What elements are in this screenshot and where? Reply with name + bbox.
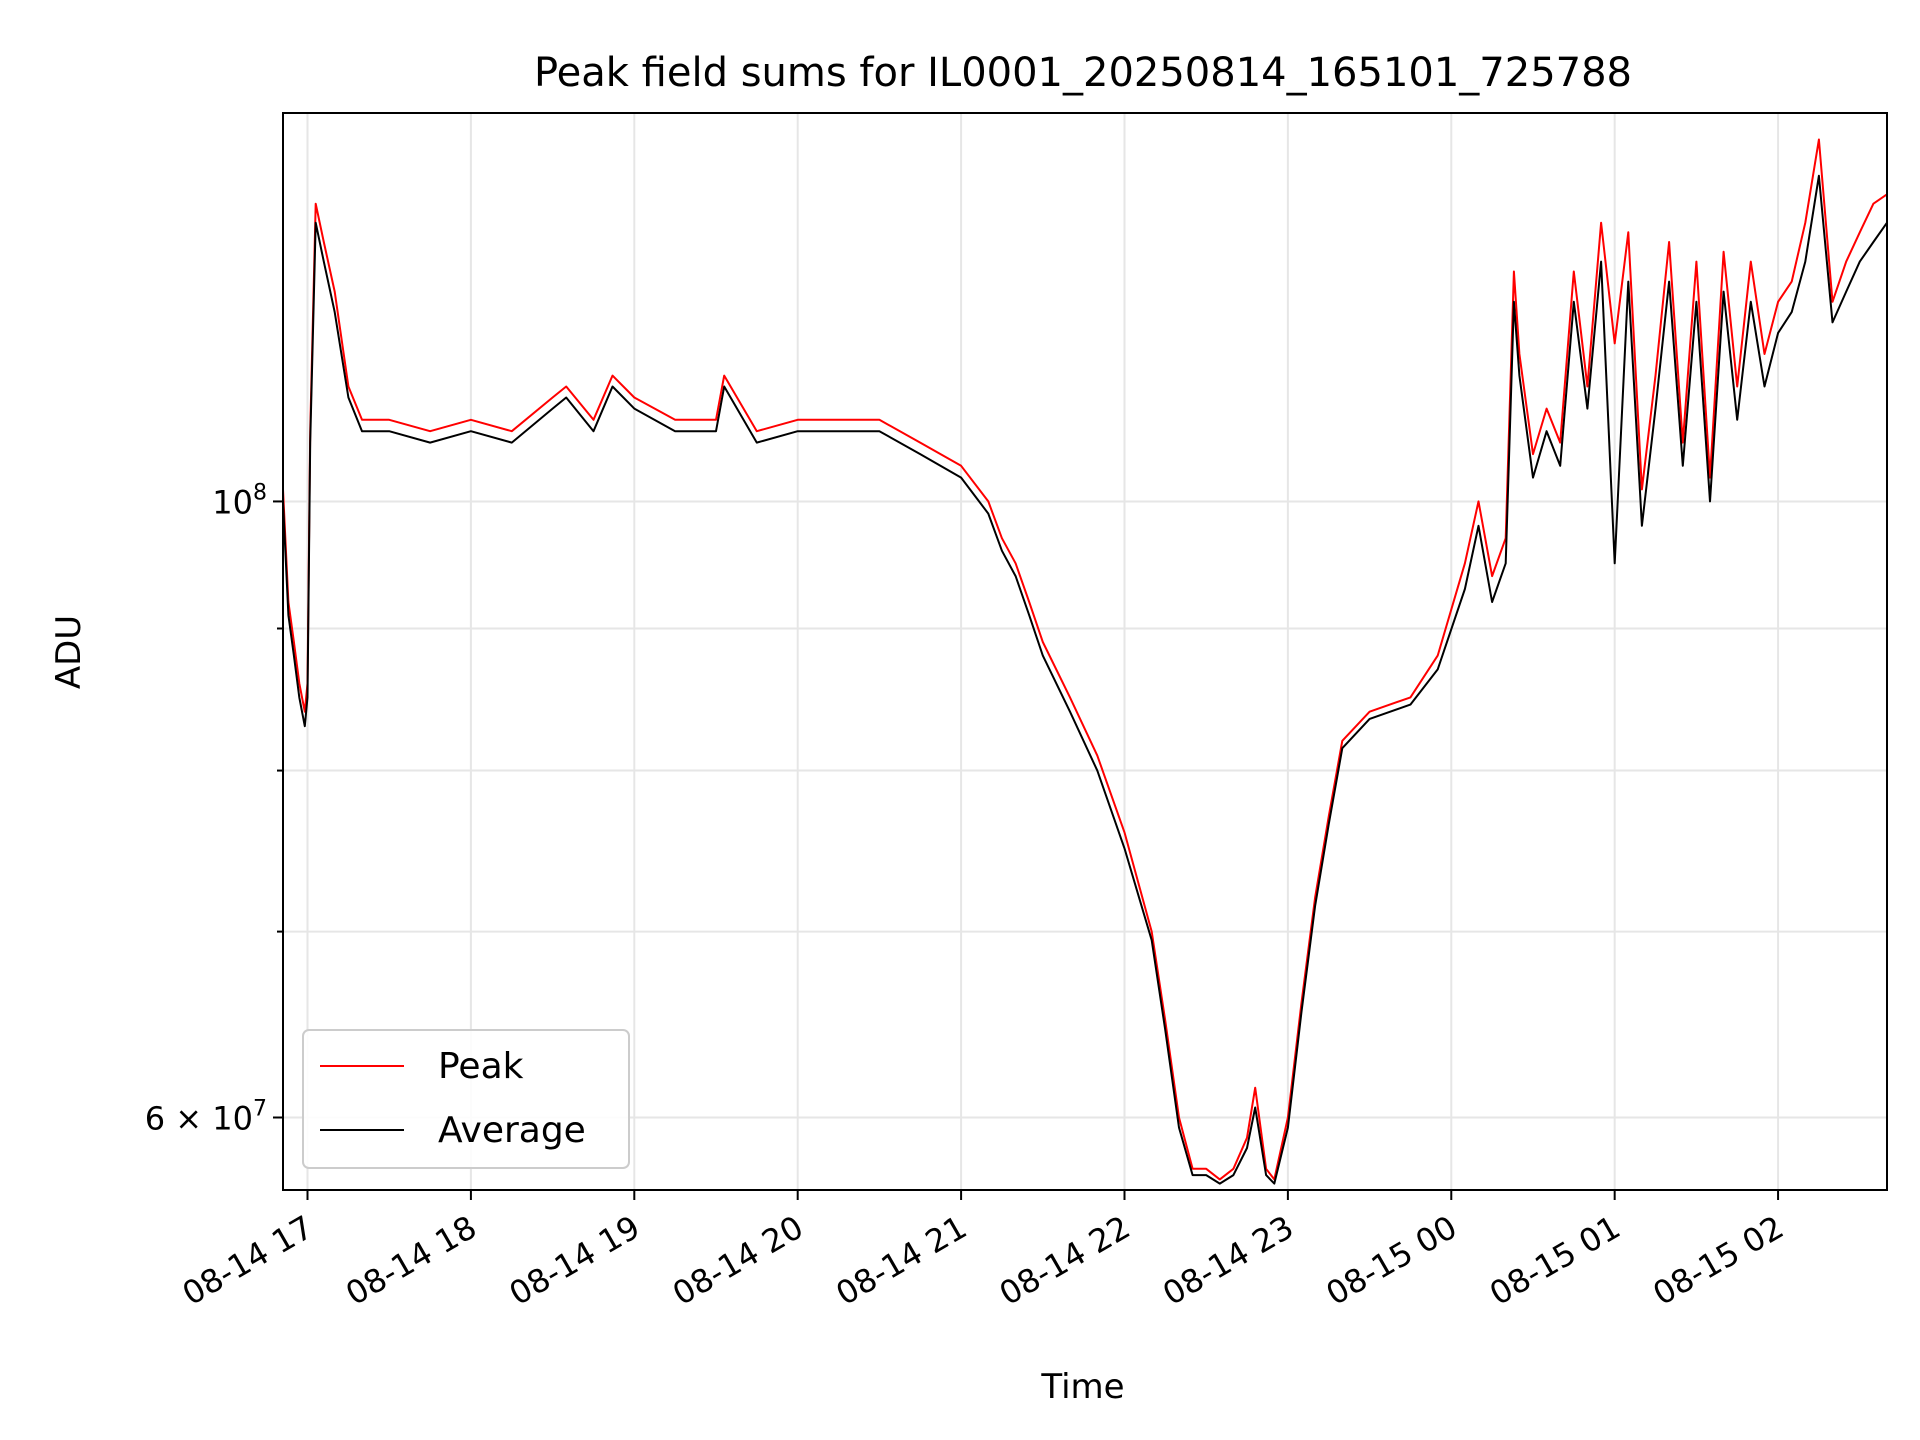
legend-box: [302, 1029, 630, 1169]
y-axis-label: ADU: [49, 615, 89, 689]
x-axis-label: Time: [1040, 1367, 1124, 1407]
legend-average-label: Average: [438, 1110, 586, 1151]
series-line-average: [282, 174, 1888, 1185]
series-layer: [282, 138, 1888, 1185]
chart-title: Peak field sums for IL0001_20250814_1651…: [534, 50, 1632, 96]
y-axis: 108 6 × 107: [145, 480, 283, 1138]
y-tick-label: 6 × 107: [145, 1097, 267, 1138]
grid: [283, 113, 1887, 1190]
legend-peak-label: Peak: [438, 1046, 524, 1087]
legend: Peak Average: [302, 1029, 630, 1169]
series-line-peak: [282, 138, 1888, 1181]
y-tick-label: 108: [212, 480, 267, 521]
plot-frame: [282, 112, 1888, 1191]
